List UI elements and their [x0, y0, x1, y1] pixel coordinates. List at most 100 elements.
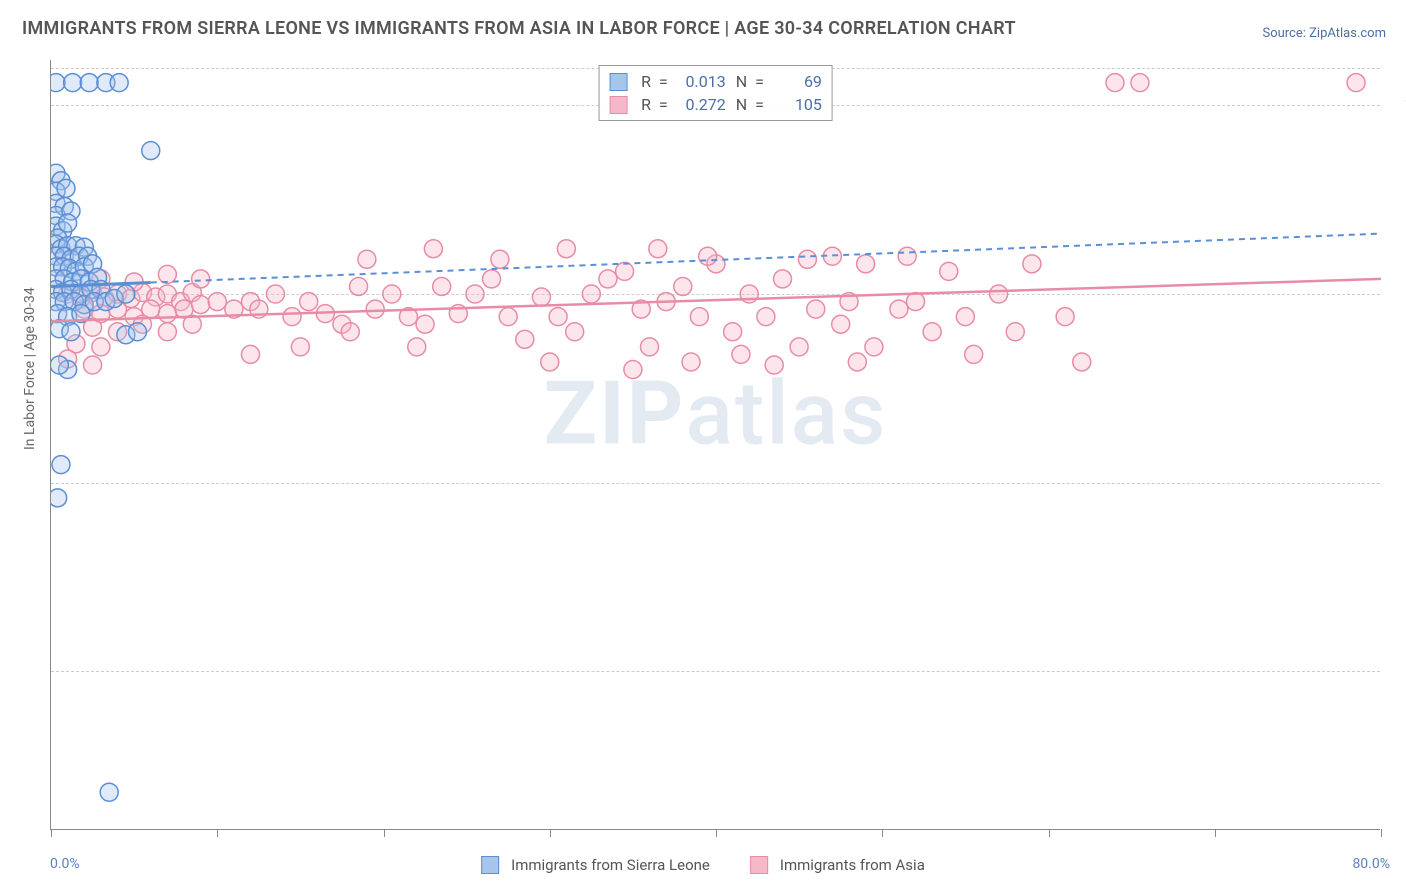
data-point: [582, 285, 600, 303]
data-point: [898, 247, 916, 265]
scatter-svg: [51, 60, 1381, 830]
data-point: [416, 315, 434, 333]
data-point: [192, 296, 210, 314]
data-point: [499, 308, 517, 326]
data-point: [965, 345, 983, 363]
stat-r-value-2: 0.272: [676, 95, 726, 114]
data-point: [291, 338, 309, 356]
stat-r-value-1: 0.013: [676, 72, 726, 91]
data-point: [757, 308, 775, 326]
data-point: [699, 247, 717, 265]
data-point: [158, 305, 176, 323]
data-point: [466, 285, 484, 303]
y-axis-label: In Labor Force | Age 30-34: [22, 287, 38, 450]
data-point: [790, 338, 808, 356]
stat-eq-2: =: [755, 72, 764, 91]
data-point: [283, 308, 301, 326]
plot-area: ZIPatlas 62.5%75.0%87.5%100.0% R = 0.013…: [50, 60, 1380, 830]
data-point: [100, 783, 118, 801]
data-point: [483, 270, 501, 288]
data-point: [956, 308, 974, 326]
data-point: [158, 323, 176, 341]
data-point: [110, 74, 128, 92]
data-point: [80, 74, 98, 92]
data-point: [1006, 323, 1024, 341]
data-point: [1056, 308, 1074, 326]
data-point: [616, 262, 634, 280]
data-point: [51, 356, 68, 374]
bottom-swatch-asia: [750, 856, 768, 874]
data-point: [774, 270, 792, 288]
y-tick-label: 62.5%: [1390, 663, 1406, 679]
data-point: [433, 277, 451, 295]
bottom-legend-item-2: Immigrants from Asia: [750, 856, 925, 874]
stat-eq-3: =: [659, 95, 668, 114]
source-attribution: Source: ZipAtlas.com: [1262, 26, 1386, 41]
legend-swatch-sierra-leone: [609, 73, 627, 91]
data-point: [1073, 353, 1091, 371]
data-point: [341, 323, 359, 341]
stat-n-label: N: [736, 72, 747, 91]
bottom-swatch-sierra-leone: [481, 856, 499, 874]
data-point: [424, 240, 442, 258]
data-point: [566, 323, 584, 341]
source-name[interactable]: ZipAtlas.com: [1309, 26, 1386, 41]
stat-r-label: R: [641, 72, 651, 91]
data-point: [142, 142, 160, 160]
data-point: [724, 323, 742, 341]
data-point: [599, 270, 617, 288]
data-point: [208, 293, 226, 311]
y-tick-label: 87.5%: [1390, 286, 1406, 302]
data-point: [491, 250, 509, 268]
x-tick: [217, 829, 218, 837]
data-point: [358, 250, 376, 268]
y-tick-label: 100.0%: [1390, 97, 1406, 113]
data-point: [674, 277, 692, 295]
data-point: [1347, 74, 1365, 92]
data-point: [848, 353, 866, 371]
data-point: [408, 338, 426, 356]
data-point: [907, 293, 925, 311]
data-point: [300, 293, 318, 311]
data-point: [690, 308, 708, 326]
y-tick-label: 75.0%: [1390, 475, 1406, 491]
data-point: [923, 323, 941, 341]
data-point: [641, 338, 659, 356]
stat-eq-1: =: [659, 72, 668, 91]
legend-swatch-asia: [609, 96, 627, 114]
data-point: [51, 489, 67, 507]
x-tick: [716, 829, 717, 837]
stat-n-value-1: 69: [772, 72, 822, 91]
data-point: [624, 361, 642, 379]
data-point: [516, 330, 534, 348]
data-point: [890, 300, 908, 318]
data-point: [117, 285, 135, 303]
data-point: [266, 285, 284, 303]
x-tick: [51, 829, 52, 837]
legend-stats-row-1: R = 0.013 N = 69: [609, 70, 822, 93]
data-point: [541, 353, 559, 371]
data-point: [557, 240, 575, 258]
x-tick: [882, 829, 883, 837]
stat-r-label-2: R: [641, 95, 651, 114]
data-point: [366, 300, 384, 318]
chart-title: IMMIGRANTS FROM SIERRA LEONE VS IMMIGRAN…: [22, 18, 1016, 39]
bottom-legend-label-1: Immigrants from Sierra Leone: [511, 856, 710, 874]
data-point: [1023, 255, 1041, 273]
data-point: [857, 255, 875, 273]
data-point: [128, 323, 146, 341]
x-tick: [1049, 829, 1050, 837]
data-point: [84, 356, 102, 374]
x-max-label: 80.0%: [1352, 856, 1390, 872]
data-point: [990, 285, 1008, 303]
data-point: [765, 356, 783, 374]
data-point: [532, 288, 550, 306]
data-point: [64, 74, 82, 92]
x-tick: [550, 829, 551, 837]
stat-n-value-2: 105: [772, 95, 822, 114]
source-prefix: Source:: [1262, 26, 1309, 41]
data-point: [832, 315, 850, 333]
x-tick: [1215, 829, 1216, 837]
data-point: [1131, 74, 1149, 92]
bottom-legend-item-1: Immigrants from Sierra Leone: [481, 856, 710, 874]
